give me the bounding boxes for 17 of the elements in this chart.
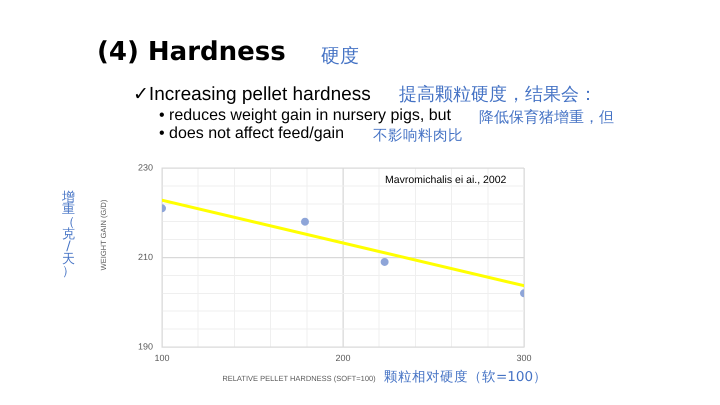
- chart-title: (4) Hardness: [97, 37, 286, 67]
- x-tick-label: 200: [335, 352, 351, 363]
- text: 颗粒相对硬度（软=100）: [384, 369, 548, 385]
- x-tick-label: 300: [516, 352, 532, 363]
- text: ✓Increasing pellet hardness: [133, 84, 371, 105]
- y-tick-label: 210: [138, 252, 153, 262]
- text: 增重（克/天）: [62, 190, 75, 280]
- text: 降低保育猪增重，但: [479, 108, 614, 126]
- annotation: Mavromichalis ei ai., 2002: [385, 174, 506, 186]
- y-tick-label: 190: [138, 341, 153, 352]
- text: • does not affect feed/gain: [159, 125, 344, 142]
- chart-subtitle: 硬度: [321, 45, 359, 67]
- text: 不影响料肉比: [373, 128, 463, 144]
- x-tick-label: 100: [154, 352, 170, 363]
- text: • reduces weight gain in nursery pigs, but: [159, 107, 451, 124]
- y-tick-label: 230: [138, 162, 153, 172]
- text: 提高颗粒硬度，结果会：: [399, 84, 597, 105]
